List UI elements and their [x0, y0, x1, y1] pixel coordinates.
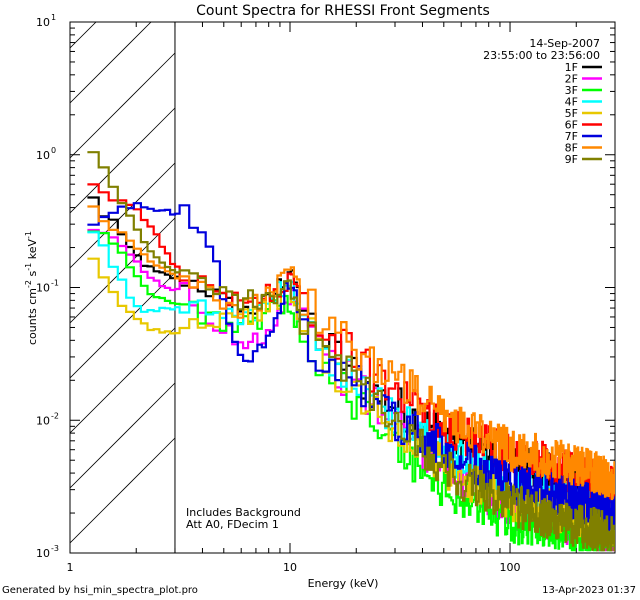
legend-label-3F: 3F: [565, 84, 578, 97]
hatch-line: [70, 272, 176, 379]
annotation-attenuator: Att A0, FDecim 1: [186, 518, 279, 531]
y-tick-exponent: 0: [51, 146, 56, 155]
legend-label-2F: 2F: [565, 73, 578, 86]
time-range-label: 23:55:00 to 23:56:00: [483, 49, 600, 62]
y-label-part: counts cm: [26, 288, 39, 345]
hatch-line: [70, 217, 176, 324]
legend-label-9F: 9F: [565, 153, 578, 166]
legend-label-6F: 6F: [565, 119, 578, 132]
x-tick-label: 100: [500, 561, 521, 574]
hatch-line: [70, 22, 152, 104]
hatch-line: [70, 437, 176, 544]
y-label-exp: -1: [24, 263, 33, 271]
annotation-background: Includes Background: [186, 506, 301, 519]
y-label-exp: -1: [24, 231, 33, 239]
y-tick-exponent: -1: [51, 279, 59, 288]
series-line-9F: [87, 151, 615, 552]
date-label: 14-Sep-2007: [529, 37, 600, 50]
y-axis-label: counts cm-2 s-1 keV-1: [24, 231, 39, 345]
chart-title: Count Spectra for RHESSI Front Segments: [196, 3, 490, 19]
generation-timestamp: 13-Apr-2023 01:37: [542, 585, 636, 596]
legend-label-1F: 1F: [565, 61, 578, 74]
y-tick-exponent: -3: [51, 544, 59, 553]
hatch-line: [70, 327, 176, 434]
series-lines: [87, 151, 615, 552]
y-tick-label: 10: [36, 16, 50, 29]
y-tick-label: 10: [36, 547, 50, 560]
legend-label-8F: 8F: [565, 142, 578, 155]
excluded-energy-region: [70, 22, 176, 544]
y-tick-exponent: 1: [51, 13, 56, 22]
x-tick-label: 10: [283, 561, 297, 574]
y-tick-label: 10: [36, 282, 50, 295]
hatch-line: [70, 162, 176, 269]
hatch-line: [70, 22, 97, 49]
hatch-line: [70, 52, 176, 159]
hatch-line: [70, 382, 176, 489]
hatch-line: [70, 107, 176, 214]
legend-label-5F: 5F: [565, 107, 578, 120]
y-tick-exponent: -2: [51, 411, 59, 420]
x-axis-label: Energy (keV): [308, 577, 379, 590]
legend-label-7F: 7F: [565, 130, 578, 143]
y-label-exp: -2: [24, 280, 33, 288]
x-tick-label: 1: [67, 561, 74, 574]
y-tick-label: 10: [36, 149, 50, 162]
y-label-part: s: [26, 270, 39, 279]
y-label-part: keV: [26, 239, 39, 263]
y-tick-label: 10: [36, 414, 50, 427]
generated-by-label: Generated by hsi_min_spectra_plot.pro: [2, 585, 198, 596]
legend-label-4F: 4F: [565, 96, 578, 109]
series-line-8F: [87, 205, 615, 501]
